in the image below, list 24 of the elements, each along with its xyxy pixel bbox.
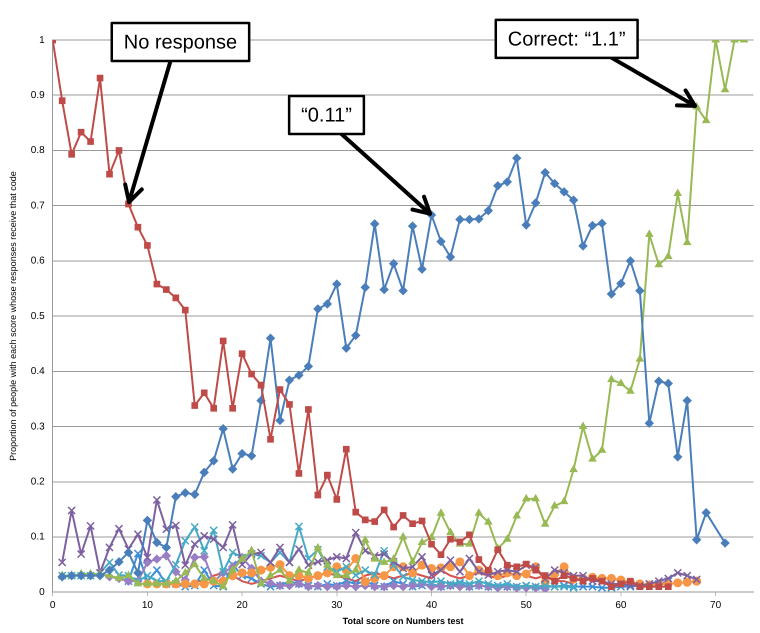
y-tick-label: 0 [39,586,46,598]
y-tick-label: 0.9 [30,90,46,101]
annotation: No response [124,32,238,54]
x-tick-label: 0 [50,600,56,611]
x-tick-label: 70 [710,600,722,611]
y-tick-label: 0.4 [30,366,46,378]
y-tick-label: 0.7 [30,200,46,212]
y-tick-label: 0.6 [30,256,46,267]
y-tick-label: 0.8 [30,145,46,156]
x-tick-label: 60 [615,600,627,611]
y-tick-label: 0.5 [30,310,46,322]
y-axis-title: Proportion of people with each score whose responses receive that code [8,171,18,461]
y-tick-label: 0.3 [30,421,46,432]
x-tick-label: 30 [331,600,343,611]
x-axis-title: Total score on Numbers test [342,616,464,626]
x-tick-label: 50 [520,600,532,611]
x-tick-label: 10 [142,600,154,611]
x-tick-label: 40 [426,600,438,611]
y-tick-label: 0.1 [30,532,46,543]
annotation: Correct: “1.1” [508,28,626,50]
y-tick-label: 0.2 [30,476,46,488]
x-tick-label: 20 [236,600,248,611]
y-tick-label: 1 [39,34,46,46]
annotation: “0.11” [301,104,352,127]
